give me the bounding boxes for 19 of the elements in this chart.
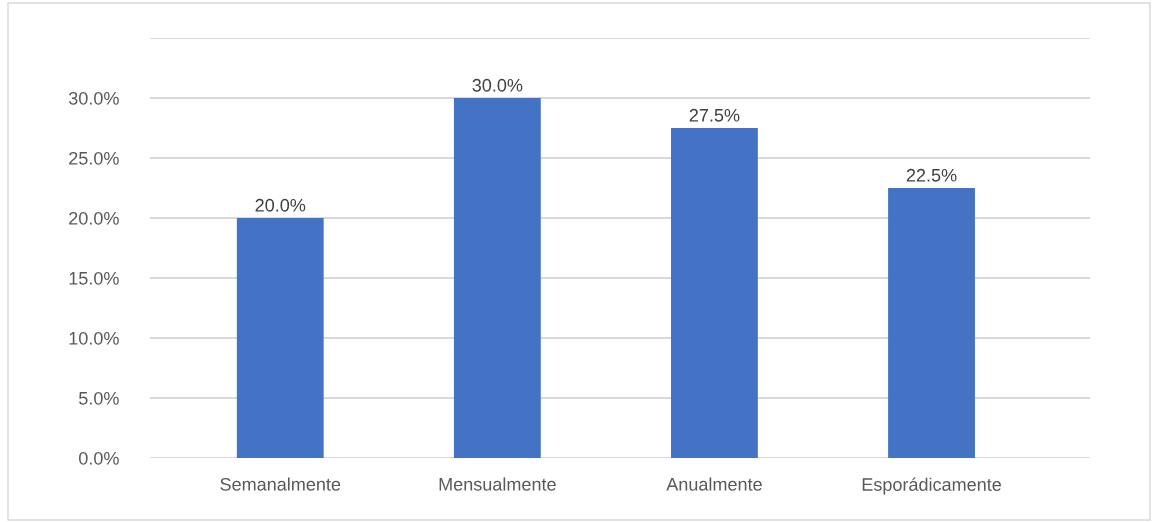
y-tick-label: 25.0% — [69, 151, 119, 165]
y-tick-label: 30.0% — [68, 91, 119, 105]
bar — [671, 128, 758, 458]
data-label: 30.0% — [472, 78, 523, 92]
bar — [453, 98, 541, 458]
bar — [236, 218, 324, 458]
y-tick-label: 20.0% — [69, 211, 119, 225]
y-tick-label: 0.0% — [79, 451, 119, 465]
data-label: 27.5% — [689, 108, 740, 122]
y-tick-label: 10.0% — [69, 331, 119, 345]
x-tick-label: Anualmente — [666, 477, 762, 491]
data-label: 22.5% — [906, 168, 957, 182]
x-tick-label: Esporádicamente — [862, 477, 1001, 495]
bar — [888, 188, 975, 458]
data-label: 20.0% — [255, 198, 306, 212]
x-tick-label: Mensualmente — [439, 477, 556, 491]
x-tick-label: Semanalmente — [220, 477, 341, 491]
y-tick-label: 15.0% — [69, 271, 119, 285]
y-tick-label: 5.0% — [79, 391, 119, 405]
